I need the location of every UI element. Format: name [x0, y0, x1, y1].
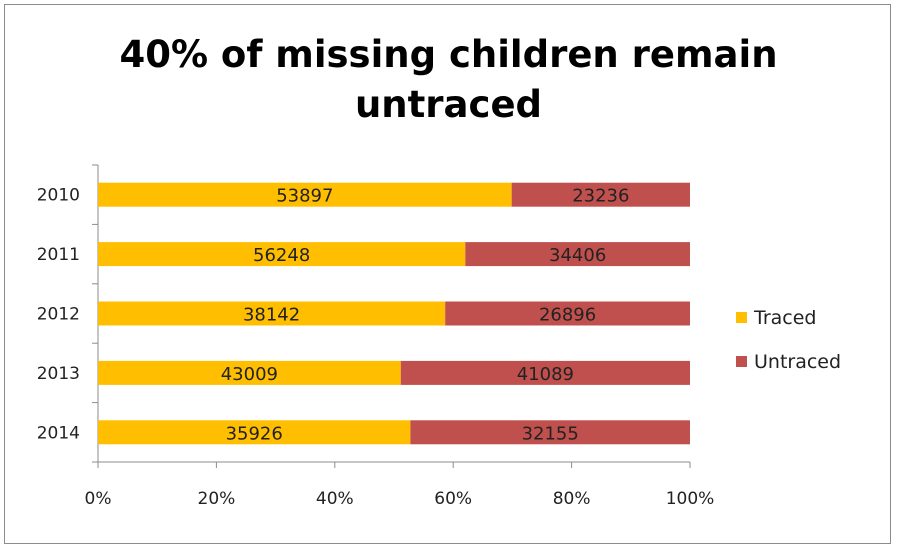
bar-untraced-2012	[445, 301, 690, 326]
y-tick-label: 2014	[37, 423, 80, 443]
data-label: 35926	[226, 423, 283, 444]
data-label: 41089	[517, 364, 574, 385]
y-tick-label: 2011	[37, 245, 80, 265]
y-tick-label: 2012	[37, 305, 80, 325]
legend-label-untraced: Untraced	[754, 351, 841, 373]
bar-traced-2011	[98, 242, 466, 267]
bar-traced-2010	[98, 182, 512, 207]
data-label: 53897	[276, 186, 333, 207]
data-label: 23236	[572, 186, 629, 207]
data-label: 38142	[243, 305, 300, 326]
data-label: 32155	[522, 423, 579, 444]
bar-traced-2013	[98, 360, 401, 385]
chart-title: 40% of missing children remain untraced	[0, 30, 897, 130]
bar-untraced-2010	[511, 182, 690, 207]
data-label: 43009	[221, 364, 278, 385]
x-tick-label: 60%	[434, 489, 472, 509]
x-tick-label: 40%	[316, 489, 354, 509]
chart-axes: 0% 20% 40% 60% 80% 100% 2010 2011 2012 2013 2014	[37, 164, 715, 509]
bar-traced-2014	[98, 420, 411, 445]
chart-bars: 53897 23236 56248 34406 38142 26896 43009 41089…	[98, 182, 690, 445]
legend-swatch-traced	[736, 312, 747, 323]
x-tick-label: 0%	[85, 489, 112, 509]
x-tick-label: 20%	[198, 489, 236, 509]
y-tick-label: 2010	[37, 186, 80, 206]
legend-label-traced: Traced	[753, 307, 816, 329]
x-tick-label: 100%	[666, 489, 715, 509]
bar-untraced-2014	[410, 420, 690, 445]
x-tick-label: 80%	[553, 489, 591, 509]
y-tick-label: 2013	[37, 364, 80, 384]
chart-title-line-1: 40% of missing children remain	[119, 33, 778, 76]
bar-untraced-2011	[465, 242, 690, 267]
chart-frame	[4, 4, 891, 544]
legend-swatch-untraced	[736, 356, 747, 367]
chart-title-line-2: untraced	[354, 83, 543, 126]
bar-traced-2012	[98, 301, 446, 326]
data-label: 56248	[253, 245, 310, 266]
chart-legend: Traced Untraced	[736, 307, 841, 373]
data-label: 26896	[539, 305, 596, 326]
data-label: 34406	[549, 245, 606, 266]
bar-untraced-2013	[400, 360, 690, 385]
